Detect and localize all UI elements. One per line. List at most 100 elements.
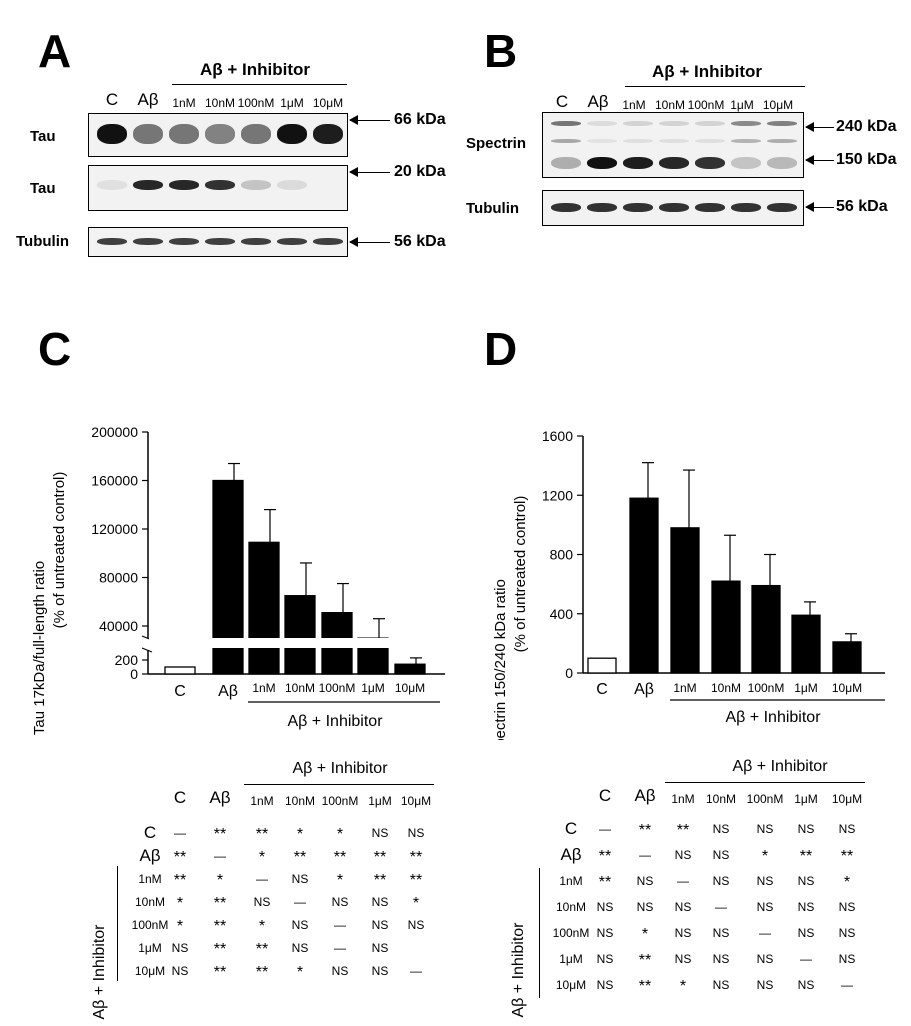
lane-label: 1nM <box>172 96 196 110</box>
marker-arrow-240 <box>806 127 834 128</box>
marker-arrowhead-20 <box>349 167 358 177</box>
blot-band <box>277 238 307 245</box>
bar <box>791 614 821 674</box>
table-cell: NS <box>712 874 730 888</box>
table-cell: — <box>715 900 727 914</box>
y-axis-label: Spectrin 150/240 kDa ratio <box>492 579 509 740</box>
blot-band <box>623 203 653 212</box>
table-row-label: 100nM <box>131 918 169 932</box>
y-tick-label: 80000 <box>99 570 138 586</box>
lane-label: 1μM <box>280 96 304 110</box>
y-tick-label: 0 <box>565 665 573 681</box>
table-cell: ** <box>333 849 347 866</box>
blot-band <box>587 139 617 143</box>
table-cell: * <box>679 978 687 995</box>
table-cell: ** <box>840 848 854 865</box>
table-row-label: 1μM <box>559 952 583 966</box>
blot-band <box>133 180 163 190</box>
lane-label: 100nM <box>237 96 275 110</box>
table-cell: NS <box>756 978 774 992</box>
blot-band <box>205 238 235 245</box>
table-cell: ** <box>213 964 227 981</box>
marker-20kda: 20 kDa <box>394 163 446 180</box>
table-cell: NS <box>636 874 654 888</box>
blot-band <box>731 121 761 126</box>
blot-band <box>169 124 199 144</box>
panel-b-letter: B <box>484 25 518 77</box>
lane-label: 10μM <box>762 98 794 112</box>
marker-56kda-a: 56 kDa <box>394 233 446 250</box>
y-tick-label: 160000 <box>91 473 138 489</box>
table-cell: ** <box>293 849 307 866</box>
bar <box>751 584 781 674</box>
table-cell: ** <box>638 978 652 995</box>
table-cell: ** <box>173 872 187 889</box>
table-col-header: 100nM <box>746 792 784 806</box>
table-cell: NS <box>371 895 389 909</box>
stats-table-c: Aβ + Inhibitor C Aβ 1nM 10nM 100nM 1μM 10μM C — **… <box>0 760 455 1026</box>
panel-c-letter: C <box>38 323 72 375</box>
lane-label: Aβ <box>137 90 159 109</box>
table-cell: ** <box>255 826 269 843</box>
blot-band <box>551 203 581 212</box>
panel-a-group-label: Aβ + Inhibitor <box>200 60 311 79</box>
table-group-line <box>244 784 434 785</box>
table-cell: NS <box>291 941 309 955</box>
table-cell: ** <box>676 822 690 839</box>
table-row-label: 10nM <box>555 900 587 914</box>
panel-b-group-line <box>625 86 805 87</box>
marker-arrow-56a <box>350 242 390 243</box>
blot-band <box>169 238 199 245</box>
table-cell: * <box>336 826 344 843</box>
table-cell: NS <box>756 874 774 888</box>
blot-band <box>623 139 653 143</box>
lane-label: 10nM <box>654 98 686 112</box>
table-cell: NS <box>756 952 774 966</box>
table-side-label: Aβ + Inhibitor <box>510 922 527 1018</box>
panel-a-blot-tau-66 <box>88 113 348 157</box>
table-cell: NS <box>371 964 389 978</box>
blot-band <box>695 203 725 212</box>
table-col-header: 1μM <box>368 794 392 808</box>
table-cell: ** <box>409 849 423 866</box>
bar <box>629 497 659 674</box>
table-cell: NS <box>596 952 614 966</box>
blot-band <box>205 180 235 190</box>
table-cell: ** <box>373 849 387 866</box>
panel-b-blot-tubulin <box>542 190 804 226</box>
table-cell: ** <box>638 952 652 969</box>
y-tick-label: 0 <box>130 666 138 682</box>
table-cell: * <box>412 895 420 912</box>
chart-d: 1600 1200 800 400 0 Spectrin 150/240 kDa rati… <box>492 428 885 740</box>
bar <box>670 527 700 674</box>
table-cell: NS <box>712 926 730 940</box>
y-tick-label: 120000 <box>91 521 138 537</box>
lane-label: 10μM <box>312 96 344 110</box>
table-cell: NS <box>371 918 389 932</box>
table-cell: NS <box>291 918 309 932</box>
table-cell: NS <box>712 978 730 992</box>
table-cell: NS <box>253 895 271 909</box>
bar <box>832 641 862 674</box>
blot-band <box>551 139 581 143</box>
panel-a-letter: A <box>38 25 72 77</box>
marker-arrowhead-56b <box>805 202 814 212</box>
marker-arrowhead-150 <box>805 155 814 165</box>
bar <box>394 663 426 675</box>
table-cell: NS <box>371 826 389 840</box>
table-cell: * <box>216 872 224 889</box>
x-tick-label: 10nM <box>285 681 315 695</box>
x-tick-label: 100nM <box>319 681 356 695</box>
table-cell: NS <box>797 926 815 940</box>
blot-band <box>767 139 797 143</box>
table-cell: ** <box>213 941 227 958</box>
table-cell: — <box>294 895 306 909</box>
table-col-header: Aβ <box>634 786 656 805</box>
bar <box>711 580 741 674</box>
y-tick-label: 1200 <box>542 487 573 503</box>
marker-arrow-56b <box>806 207 834 208</box>
x-tick-label: Aβ <box>634 681 654 698</box>
chart-c: 200000 160000 120000 80000 40000 2000 Tau 17kD… <box>31 424 445 735</box>
table-side-line <box>539 868 540 998</box>
group-label: Aβ + Inhibitor <box>287 713 383 730</box>
